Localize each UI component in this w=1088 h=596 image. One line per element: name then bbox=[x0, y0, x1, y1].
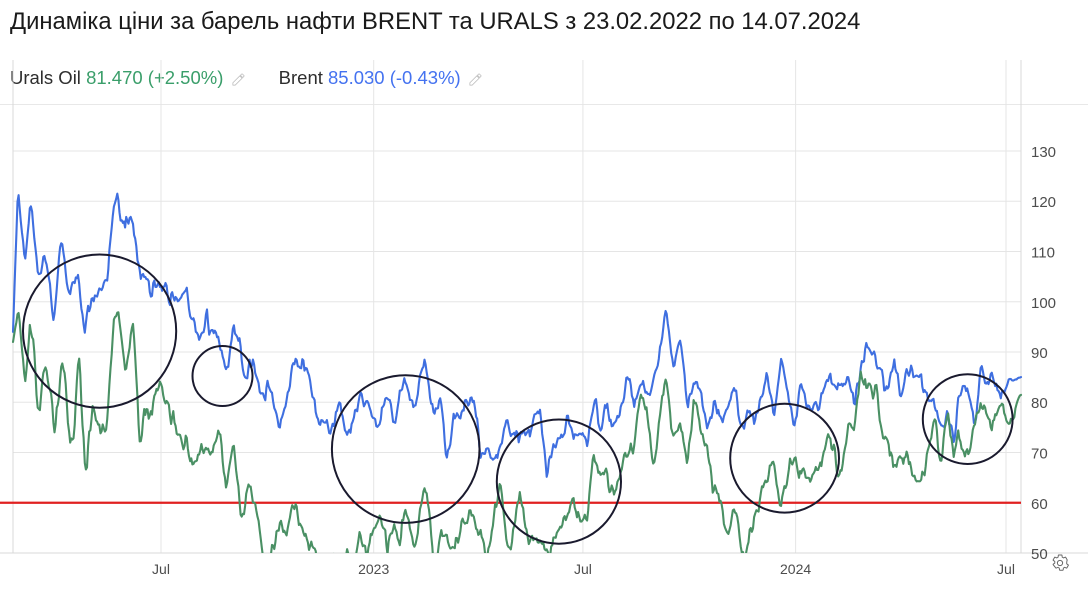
svg-text:90: 90 bbox=[1031, 345, 1048, 362]
svg-text:110: 110 bbox=[1031, 245, 1055, 262]
svg-text:Jul: Jul bbox=[152, 561, 170, 577]
svg-text:Jul: Jul bbox=[997, 561, 1015, 577]
svg-text:70: 70 bbox=[1031, 446, 1048, 463]
svg-text:2023: 2023 bbox=[358, 561, 389, 577]
svg-text:80: 80 bbox=[1031, 395, 1048, 412]
svg-text:Jul: Jul bbox=[574, 561, 592, 577]
svg-text:60: 60 bbox=[1031, 496, 1048, 513]
svg-text:50: 50 bbox=[1031, 546, 1048, 563]
svg-text:2024: 2024 bbox=[780, 561, 811, 577]
svg-text:130: 130 bbox=[1031, 144, 1056, 161]
svg-text:100: 100 bbox=[1031, 295, 1056, 312]
svg-text:120: 120 bbox=[1031, 194, 1056, 211]
